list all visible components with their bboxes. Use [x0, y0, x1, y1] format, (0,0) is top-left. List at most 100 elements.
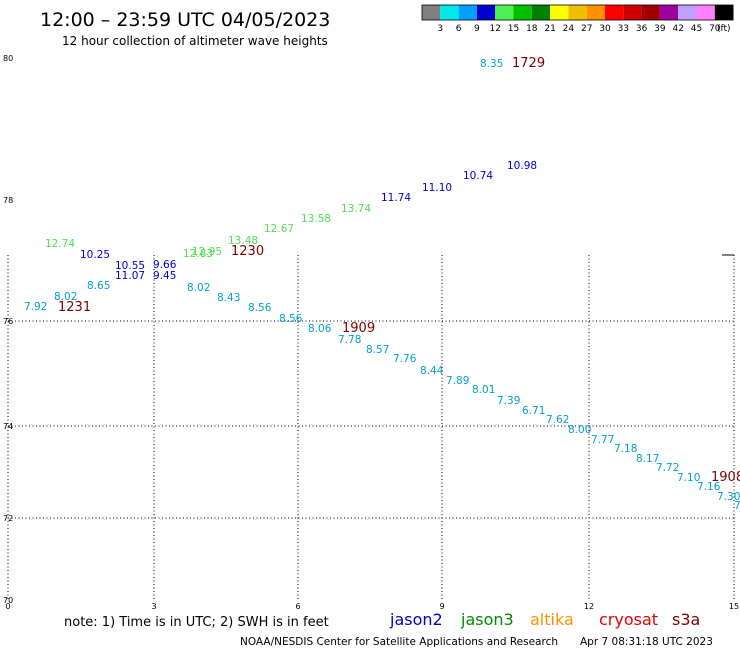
- colorbar-swatch: [623, 5, 642, 20]
- wave-height-value: 11.07: [115, 270, 145, 282]
- colorbar-label: 12: [489, 24, 500, 34]
- wave-height-value: 8.44: [420, 365, 444, 377]
- page-subtitle: 12 hour collection of altimeter wave hei…: [62, 34, 328, 48]
- colorbar-label: 3: [437, 24, 443, 34]
- colorbar-label: 18: [526, 24, 538, 34]
- colorbar-label: 36: [636, 24, 648, 34]
- latitude-labels: 80 78 76 74 72 70: [3, 54, 13, 605]
- latitude-label: 78: [3, 196, 13, 205]
- wave-height-value: 8.02: [54, 291, 77, 303]
- note-text: note: 1) Time is in UTC; 2) SWH is in fe…: [64, 615, 329, 630]
- wave-height-value: 7.89: [446, 375, 469, 387]
- longitude-label: 0: [5, 602, 10, 611]
- longitude-label: 9: [439, 602, 444, 611]
- wave-height-value: 7.30: [717, 491, 740, 503]
- page-title: 12:00 – 23:59 UTC 04/05/2023: [40, 9, 330, 31]
- latitude-label: 76: [3, 317, 13, 326]
- legend-jason2: jason2: [389, 610, 443, 629]
- colorbar-swatch: [605, 5, 624, 20]
- wave-height-value: 8.56: [248, 302, 272, 314]
- pass-time-label: 1909: [342, 321, 375, 336]
- legend-s3a: s3a: [672, 610, 700, 629]
- colorbar-swatch: [495, 5, 514, 20]
- colorbar-label: 33: [618, 24, 629, 34]
- wave-height-value: 10.25: [80, 249, 110, 261]
- wave-height-value: 7.72: [656, 462, 679, 474]
- colorbar-label: 45: [691, 24, 702, 34]
- colorbar-unit: (ft): [717, 24, 731, 34]
- wave-height-value: 11.10: [422, 182, 452, 194]
- wave-height-value: 11.74: [381, 192, 411, 204]
- footer-timestamp: Apr 7 08:31:18 UTC 2023: [580, 636, 713, 648]
- longitude-labels: 0 3 6 9 12 15: [5, 602, 739, 611]
- wave-height-value: 10.98: [507, 160, 537, 172]
- wave-height-value: 8.43: [217, 292, 240, 304]
- colorbar-label: 21: [544, 24, 555, 34]
- colorbar-label: 24: [563, 24, 575, 34]
- pass-time-label: 1231: [58, 300, 91, 315]
- wave-height-value: 8.06: [308, 323, 332, 335]
- latitude-label: 70: [3, 596, 13, 605]
- longitude-label: 6: [295, 602, 300, 611]
- wave-height-value: 7.18: [614, 443, 637, 455]
- colorbar-label: 30: [599, 24, 611, 34]
- wave-height-value: 10.55: [115, 260, 145, 272]
- wave-height-value: 12.95: [192, 246, 222, 258]
- wave-height-value: 9.45: [153, 270, 176, 282]
- colorbar-swatch: [458, 5, 477, 20]
- colorbar-swatch: [531, 5, 551, 20]
- colorbar-swatch: [513, 5, 532, 20]
- wave-height-value: 7.62: [546, 414, 569, 426]
- colorbar-swatch: [659, 5, 679, 20]
- colorbar-label: 6: [456, 24, 462, 34]
- latitude-label: 72: [3, 514, 13, 523]
- wave-height-observations: 8.35 1729 10.98 10.74 11.10 11.74 13.74 13.58 12…: [24, 56, 740, 512]
- wave-height-value: 12.67: [264, 223, 294, 235]
- colorbar-label: 42: [672, 24, 683, 34]
- wave-height-value: 8.57: [366, 344, 389, 356]
- wave-height-value: 7.39: [497, 395, 520, 407]
- colorbar-label: 15: [508, 24, 519, 34]
- colorbar-labels: 3 6 9 12 15 18 21 24 27 30 33 36 39 42 45 70: [437, 24, 720, 34]
- wave-height-value: 7: [734, 500, 740, 512]
- wave-height-value: 8.02: [187, 282, 210, 294]
- wave-height-value: 8.35: [480, 58, 503, 70]
- wave-height-value: 12.83: [183, 248, 213, 260]
- latitude-label: 74: [3, 422, 13, 431]
- map-grid: [7, 254, 736, 600]
- longitude-label: 3: [151, 602, 156, 611]
- colorbar-swatch: [714, 5, 734, 20]
- colorbar-swatch: [550, 5, 569, 20]
- wave-height-value: 6.71: [522, 405, 545, 417]
- colorbar-swatch: [440, 5, 459, 20]
- pass-time-label: 1230: [231, 244, 264, 259]
- wave-height-value: 7.78: [338, 334, 361, 346]
- wave-height-value: 7.76: [393, 353, 417, 365]
- latitude-label: 80: [3, 54, 13, 63]
- colorbar-swatch: [422, 5, 441, 20]
- wave-height-value: 13.74: [341, 203, 371, 215]
- colorbar-swatch: [696, 5, 715, 20]
- colorbar-swatch: [476, 5, 496, 20]
- wave-height-value: 8.01: [472, 384, 495, 396]
- wave-height-value: 8.56: [279, 313, 303, 325]
- wave-height-value: 7.92: [24, 301, 47, 313]
- wave-height-value: 13.58: [301, 213, 331, 225]
- wave-height-value: 8.00: [568, 424, 591, 436]
- wave-height-value: 9.66: [153, 259, 177, 271]
- wave-height-value: 13.48: [228, 235, 258, 247]
- colorbar-label: 39: [654, 24, 666, 34]
- wave-height-value: 7.10: [677, 472, 700, 484]
- longitude-label: 12: [584, 602, 594, 611]
- wave-height-value: 12.74: [45, 238, 75, 250]
- wave-height-value: 8.65: [87, 280, 110, 292]
- pass-time-label: 1729: [512, 56, 545, 71]
- colorbar-swatch: [678, 5, 697, 20]
- colorbar-swatch: [586, 5, 605, 20]
- colorbar-label: 9: [474, 24, 480, 34]
- legend-altika: altika: [530, 610, 574, 629]
- colorbar-swatch: [641, 5, 660, 20]
- legend-jason3: jason3: [460, 610, 514, 629]
